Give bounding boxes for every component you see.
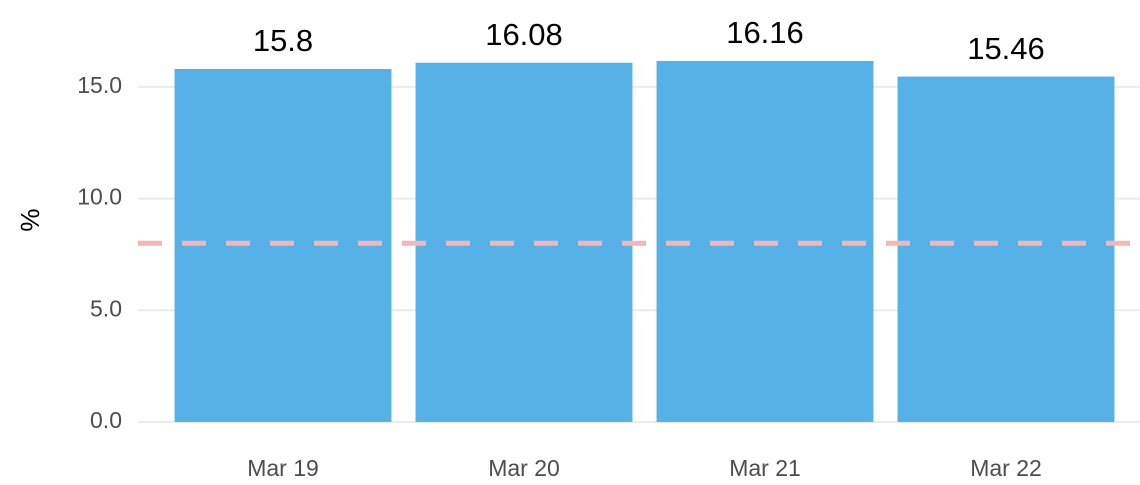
x-tick-label: Mar 20 xyxy=(488,455,560,481)
y-tick-label: 10.0 xyxy=(77,184,122,210)
y-tick-label: 5.0 xyxy=(90,295,122,321)
x-tick-label: Mar 19 xyxy=(247,455,319,481)
y-axis-label: % xyxy=(15,208,45,231)
x-tick-label: Mar 22 xyxy=(970,455,1042,481)
bar xyxy=(897,76,1115,422)
x-tick-label: Mar 21 xyxy=(729,455,801,481)
y-tick-label: 15.0 xyxy=(77,72,122,98)
value-label: 15.46 xyxy=(967,31,1045,66)
value-label: 16.08 xyxy=(485,17,563,52)
value-label: 15.8 xyxy=(253,23,313,58)
y-tick-label: 0.0 xyxy=(90,407,122,433)
value-label: 16.16 xyxy=(726,15,804,50)
